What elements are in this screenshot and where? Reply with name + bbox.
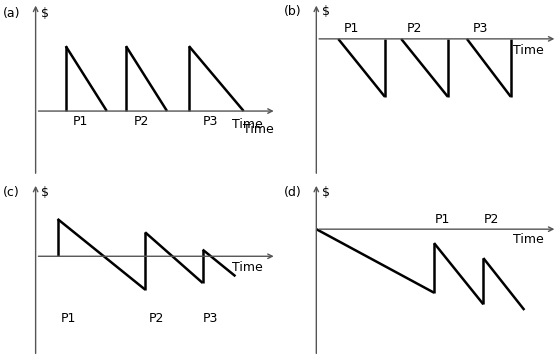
Text: P2: P2 [133,115,149,129]
Text: P3: P3 [203,115,218,129]
Text: P1: P1 [73,115,88,129]
Text: $: $ [322,5,330,18]
Text: (d): (d) [283,186,301,199]
Text: (a): (a) [3,7,20,20]
Text: $: $ [322,186,330,199]
Text: Time: Time [513,44,544,57]
Text: P3: P3 [203,312,218,325]
Text: Time: Time [0,358,1,359]
Text: Time: Time [0,358,1,359]
Text: Time: Time [243,123,274,136]
Text: (b): (b) [283,5,301,18]
Text: P2: P2 [484,213,499,226]
Text: Time: Time [232,118,263,131]
Text: P2: P2 [148,312,164,325]
Text: P1: P1 [61,312,76,325]
Text: Time: Time [0,358,1,359]
Text: Time: Time [513,233,544,246]
Text: (c): (c) [3,186,20,199]
Text: P1: P1 [435,213,450,226]
Text: P1: P1 [344,22,360,34]
Text: $: $ [41,186,49,199]
Text: P3: P3 [473,22,488,34]
Text: Time: Time [232,261,263,274]
Text: P2: P2 [407,22,423,34]
Text: $: $ [41,7,49,20]
Text: Time: Time [0,358,1,359]
